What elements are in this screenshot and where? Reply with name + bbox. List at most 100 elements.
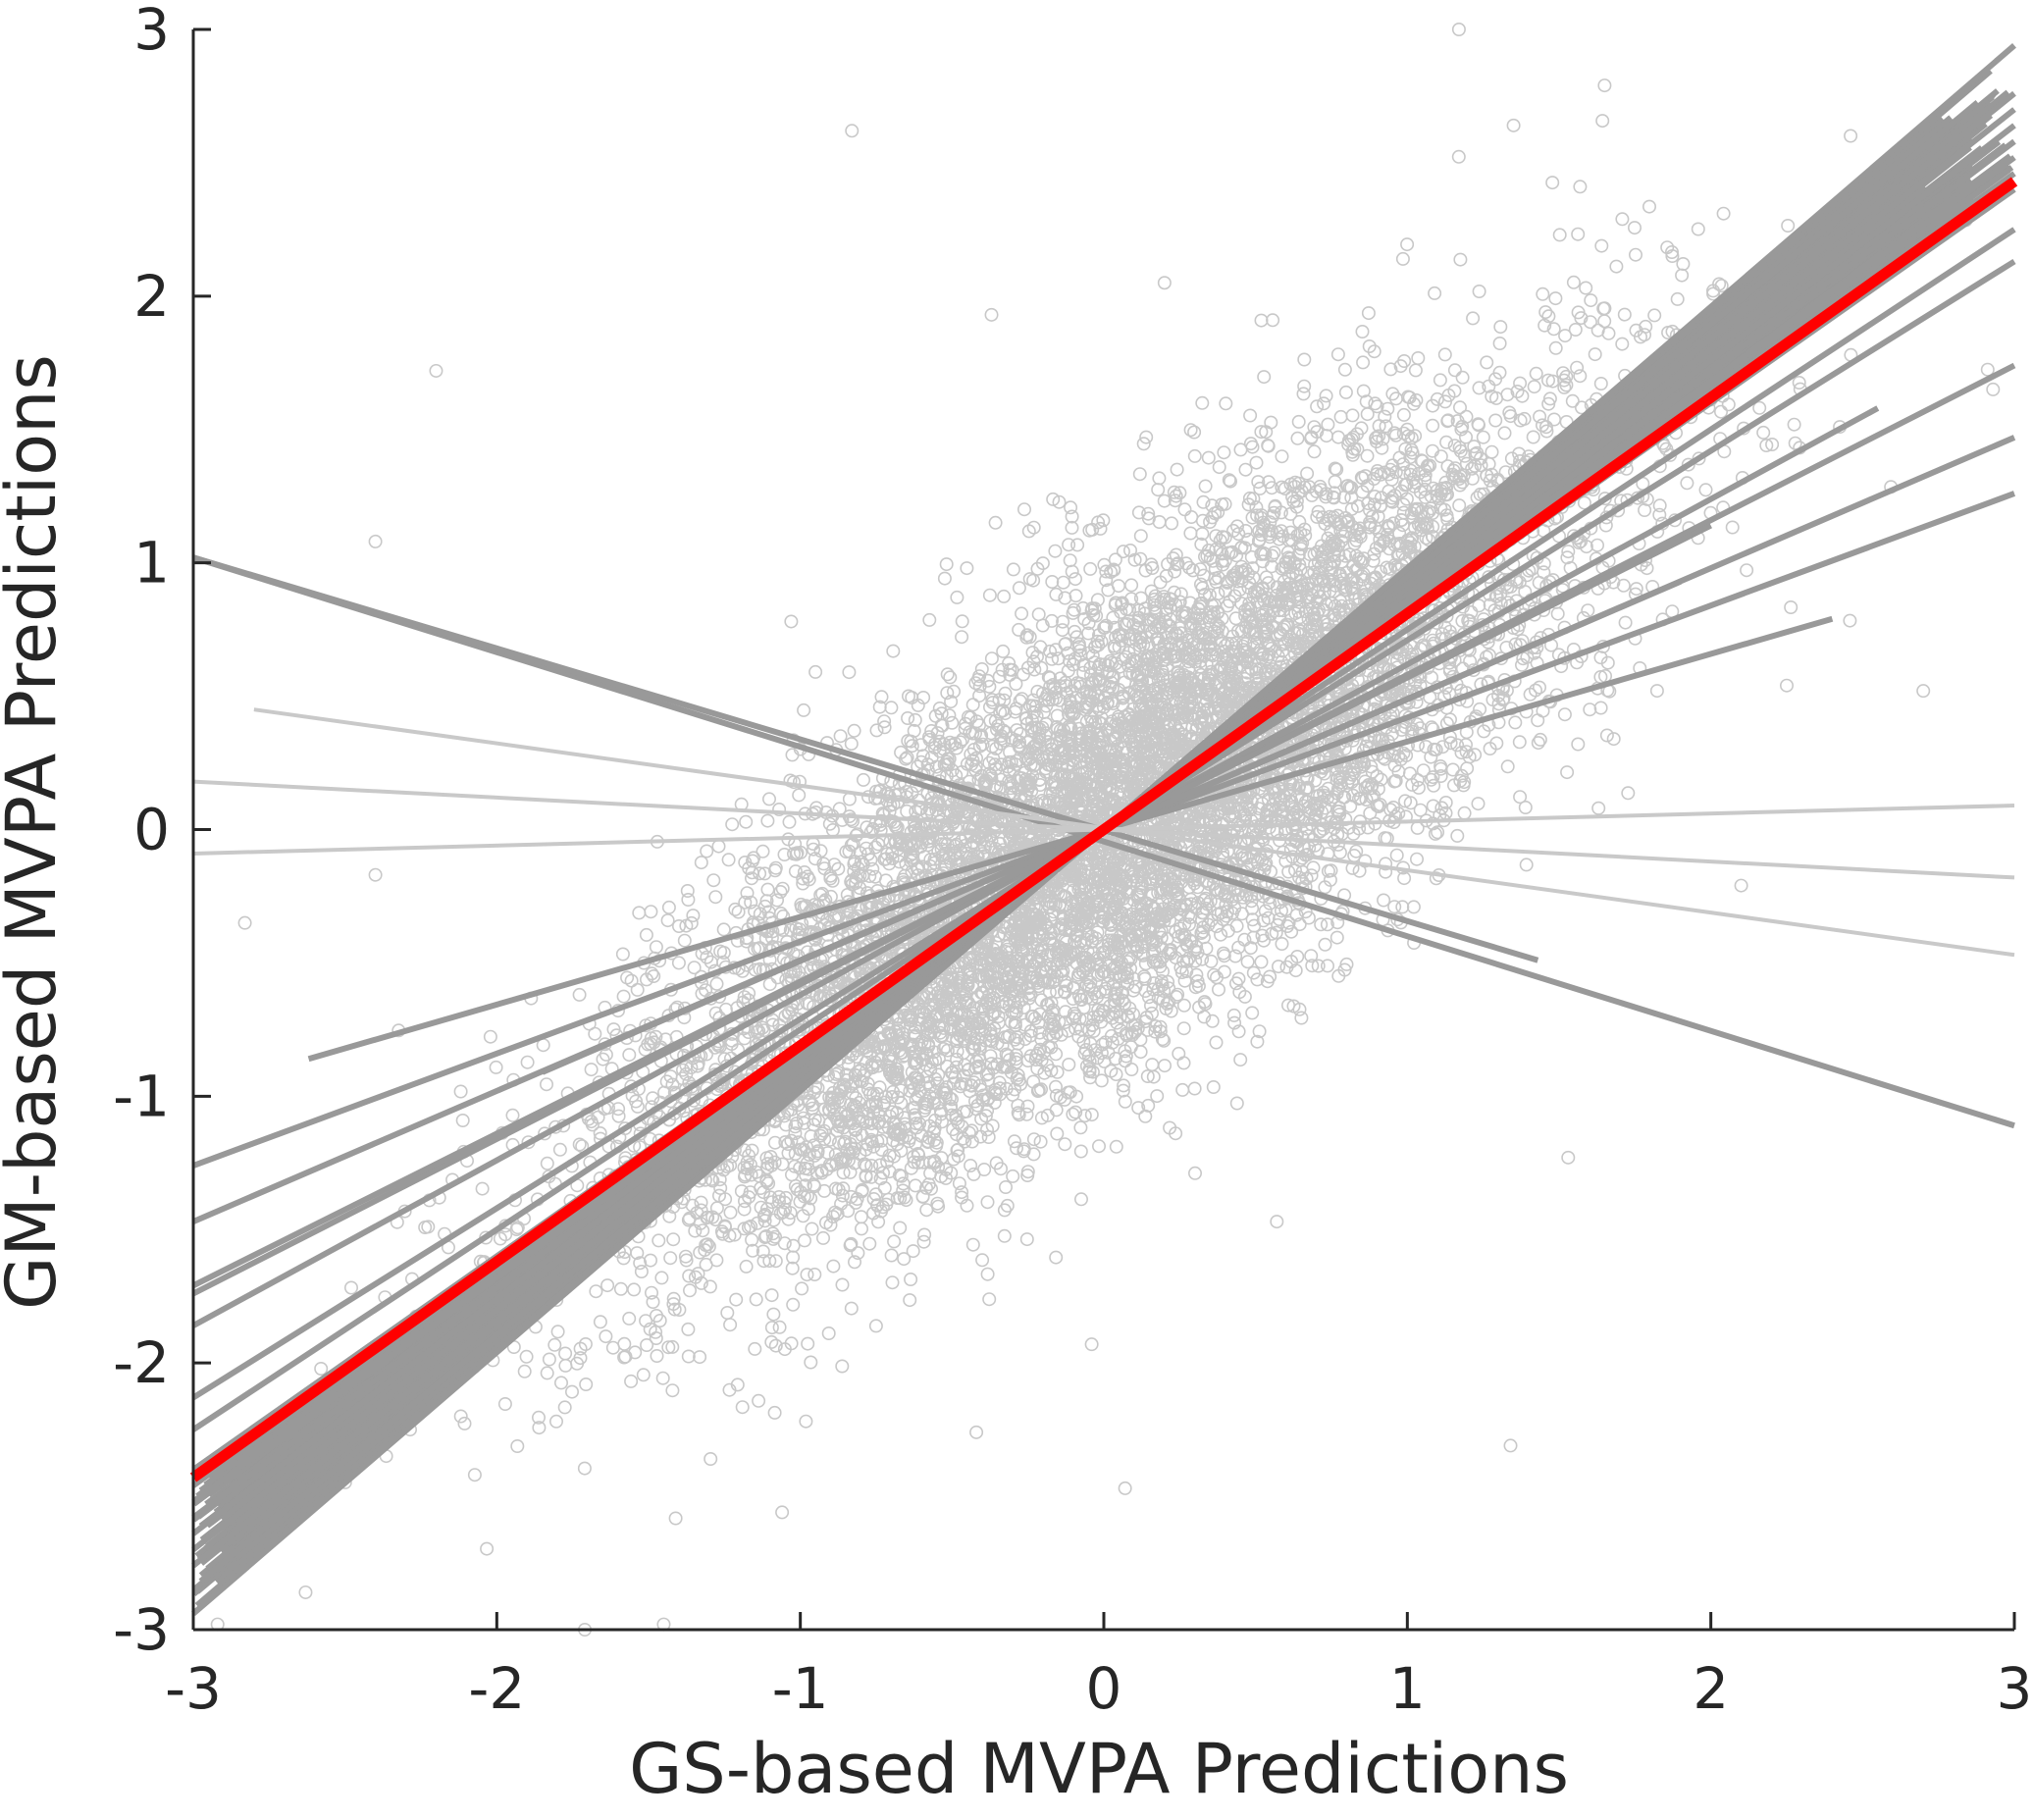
scatter-point bbox=[804, 1355, 818, 1370]
scatter-point bbox=[1452, 498, 1467, 513]
scatter-point bbox=[992, 669, 1007, 684]
scatter-point bbox=[1344, 491, 1359, 505]
scatter-point bbox=[1590, 538, 1605, 552]
scatter-point bbox=[558, 1346, 573, 1361]
scatter-point bbox=[775, 881, 790, 896]
scatter-point bbox=[1133, 1045, 1148, 1060]
scatter-point bbox=[1187, 1081, 1202, 1096]
scatter-point bbox=[1124, 578, 1139, 593]
scatter-point bbox=[939, 557, 954, 572]
scatter-point bbox=[901, 710, 915, 725]
scatter-point bbox=[1183, 526, 1198, 541]
scatter-point bbox=[1048, 544, 1063, 558]
scatter-point bbox=[1337, 362, 1352, 377]
scatter-point bbox=[937, 571, 952, 586]
scatter-point bbox=[1512, 735, 1527, 750]
scatter-point bbox=[757, 1230, 772, 1245]
scatter-point bbox=[982, 588, 997, 602]
scatter-point bbox=[835, 1277, 850, 1292]
scatter-point bbox=[723, 1318, 738, 1332]
scatter-point bbox=[716, 922, 731, 937]
scatter-point bbox=[1615, 337, 1630, 351]
scatter-point bbox=[475, 1181, 490, 1196]
scatter-point bbox=[599, 1329, 613, 1344]
scatter-point bbox=[1676, 256, 1691, 271]
scatter-point bbox=[1361, 306, 1376, 321]
scatter-point bbox=[1118, 1094, 1132, 1109]
scatter-point bbox=[1275, 936, 1289, 951]
scatter-point bbox=[584, 1063, 599, 1077]
scatter-point bbox=[489, 1060, 503, 1074]
scatter-point bbox=[497, 1397, 512, 1412]
scatter-point bbox=[1063, 553, 1077, 568]
scatter-point bbox=[1064, 500, 1078, 515]
scatter-point bbox=[1050, 708, 1065, 723]
scatter-point bbox=[766, 1307, 781, 1322]
scatter-point bbox=[720, 1306, 735, 1321]
scatter-point bbox=[665, 1339, 680, 1354]
scatter-point bbox=[1195, 395, 1210, 410]
scatter-point bbox=[993, 736, 1008, 751]
scatter-point bbox=[1196, 494, 1211, 509]
scatter-point bbox=[749, 1292, 763, 1307]
scatter-point bbox=[1584, 293, 1598, 308]
scatter-point bbox=[955, 630, 969, 645]
scatter-point bbox=[573, 1341, 588, 1356]
scatter-point bbox=[1176, 998, 1191, 1013]
scatter-point bbox=[510, 1439, 525, 1454]
scatter-point bbox=[1345, 408, 1360, 423]
scatter-point bbox=[644, 905, 658, 919]
scatter-point bbox=[693, 1350, 707, 1365]
scatter-point bbox=[1406, 900, 1421, 914]
scatter-point bbox=[700, 844, 714, 858]
scatter-point bbox=[1781, 219, 1796, 234]
scatter-point bbox=[1548, 291, 1563, 306]
scatter-point bbox=[1443, 712, 1458, 727]
scatter-point bbox=[785, 748, 800, 762]
scatter-point bbox=[1049, 1250, 1064, 1265]
scatter-point bbox=[1012, 622, 1026, 637]
scatter-point bbox=[480, 1541, 495, 1556]
scatter-point bbox=[758, 1229, 773, 1244]
scatter-point bbox=[1381, 401, 1395, 416]
scatter-point bbox=[1219, 396, 1233, 411]
scatter-point bbox=[630, 982, 645, 997]
scatter-point bbox=[677, 933, 692, 948]
scatter-point bbox=[1116, 1083, 1130, 1098]
scatter-point bbox=[764, 1288, 779, 1303]
scatter-point bbox=[661, 900, 676, 914]
scatter-point bbox=[1844, 129, 1858, 143]
scatter-point bbox=[922, 612, 937, 627]
scatter-point bbox=[847, 864, 861, 879]
scatter-point bbox=[1319, 389, 1333, 403]
scatter-point bbox=[868, 1319, 883, 1333]
scatter-point bbox=[1498, 465, 1513, 480]
scatter-points bbox=[210, 22, 2001, 1638]
scatter-point bbox=[1209, 529, 1224, 544]
scatter-point bbox=[1721, 397, 1736, 412]
scatter-point bbox=[1073, 1120, 1088, 1135]
scatter-point bbox=[1184, 509, 1199, 524]
scatter-point bbox=[844, 1301, 859, 1316]
scatter-point bbox=[1185, 563, 1200, 578]
scatter-point bbox=[1552, 228, 1567, 242]
scatter-point bbox=[1108, 620, 1122, 635]
scatter-point bbox=[748, 1341, 762, 1356]
scatter-point bbox=[1571, 227, 1586, 241]
scatter-point bbox=[1428, 286, 1442, 300]
scatter-point bbox=[1483, 741, 1497, 755]
scatter-point bbox=[1138, 957, 1153, 971]
scatter-point bbox=[1144, 998, 1159, 1013]
scatter-point bbox=[1531, 713, 1545, 728]
scatter-point bbox=[1254, 955, 1269, 969]
scatter-point bbox=[1518, 800, 1533, 814]
scatter-point bbox=[832, 802, 847, 816]
scatter-point bbox=[1616, 578, 1631, 593]
scatter-point bbox=[700, 950, 714, 964]
scatter-point bbox=[792, 788, 807, 803]
scatter-point bbox=[1300, 466, 1315, 481]
scatter-point bbox=[788, 864, 803, 879]
scatter-point bbox=[572, 987, 587, 1002]
scatter-point bbox=[1074, 1192, 1089, 1207]
scatter-point bbox=[611, 1109, 626, 1123]
